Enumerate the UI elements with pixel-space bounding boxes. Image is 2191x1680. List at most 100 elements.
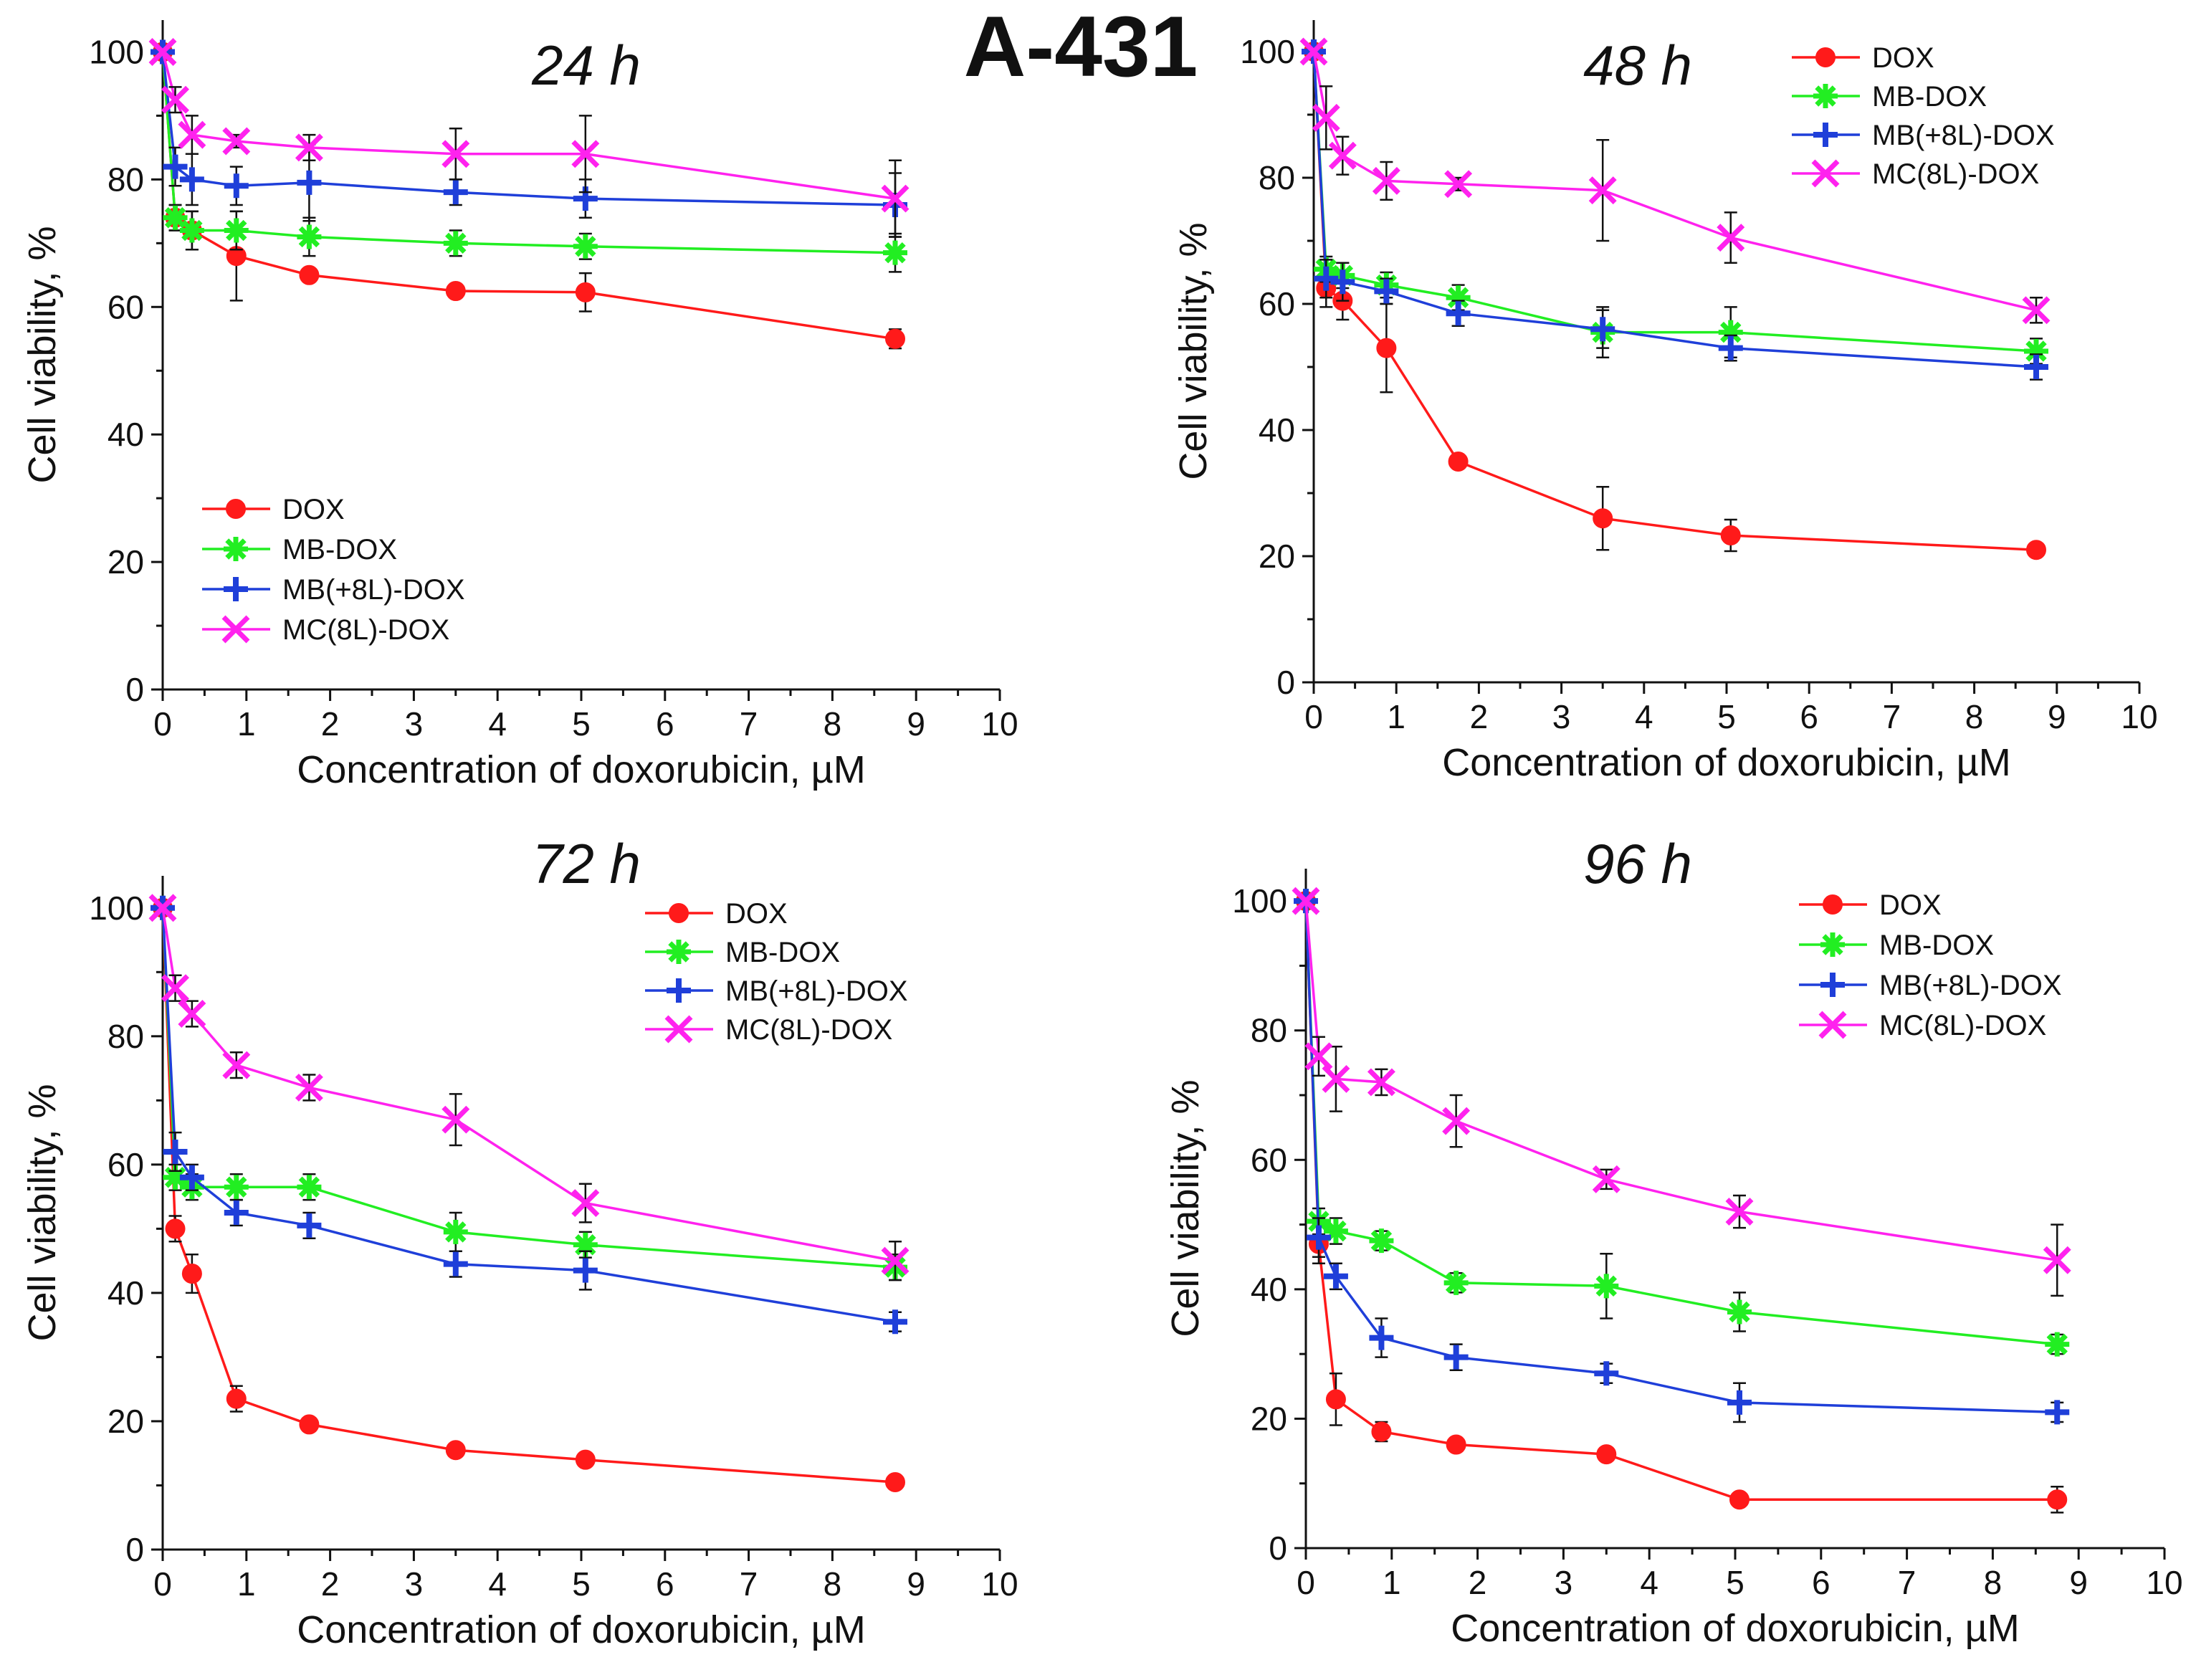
legend-label: MB(+8L)-DOX — [1872, 120, 2055, 151]
legend-marker — [221, 615, 250, 644]
y-tick-label: 60 — [1251, 1141, 1287, 1178]
y-tick-label: 0 — [125, 671, 144, 708]
x-tick-label: 0 — [1297, 1564, 1315, 1601]
x-tick-label: 5 — [1717, 698, 1736, 735]
data-point — [224, 1175, 249, 1200]
x-tick-label: 5 — [572, 705, 591, 743]
data-point — [222, 1051, 251, 1079]
legend-marker — [1815, 47, 1836, 67]
y-axis-title: Cell viability, % — [21, 1084, 64, 1341]
x-tick-label: 1 — [1387, 698, 1405, 735]
series-line — [1304, 901, 2058, 1414]
y-tick-label: 0 — [1276, 664, 1295, 701]
data-point — [1718, 335, 1743, 361]
data-point — [1330, 269, 1355, 295]
data-point — [1443, 1270, 1469, 1295]
x-tick-label: 5 — [572, 1565, 591, 1603]
panel-title: 48 h — [1583, 34, 1692, 97]
x-tick-label: 6 — [656, 705, 674, 743]
data-point — [1369, 1228, 1394, 1254]
data-point — [443, 1219, 468, 1244]
legend-label: MB-DOX — [725, 937, 840, 968]
data-point — [2022, 296, 2051, 325]
data-point — [573, 1258, 598, 1283]
x-tick-label: 3 — [1555, 1564, 1573, 1601]
series-MB(+8L)-DOX — [151, 895, 907, 1335]
data-point — [573, 1232, 598, 1257]
series-MB(+8L)-DOX — [1294, 889, 2070, 1425]
legend-label: DOX — [1872, 42, 1934, 74]
data-point — [2045, 1400, 2070, 1425]
data-point — [1367, 1068, 1395, 1097]
data-point — [148, 894, 177, 922]
x-tick-label: 10 — [2146, 1564, 2182, 1601]
data-point — [224, 1201, 249, 1225]
y-tick-label: 20 — [1251, 1400, 1287, 1437]
legend-marker — [224, 537, 248, 561]
data-point — [1725, 1198, 1754, 1226]
legend-label: DOX — [282, 494, 345, 525]
data-point — [178, 120, 206, 149]
y-tick-label: 60 — [1259, 285, 1295, 323]
x-tick-label: 7 — [740, 1565, 758, 1603]
y-tick-label: 40 — [108, 416, 144, 453]
legend-marker — [669, 903, 689, 923]
data-point — [881, 1246, 910, 1275]
data-point — [443, 180, 468, 205]
data-point — [1446, 301, 1471, 326]
y-tick-label: 20 — [108, 543, 144, 581]
legend-marker — [224, 577, 248, 601]
legend-label: MB-DOX — [1872, 81, 1987, 113]
x-axis-title: Concentration of doxorubicin, µM — [297, 748, 866, 791]
data-point — [1442, 1107, 1471, 1135]
data-point — [1306, 1225, 1331, 1250]
legend-label: MB-DOX — [1879, 930, 1994, 961]
series-line — [1304, 901, 2058, 1502]
x-tick-label: 1 — [1383, 1564, 1401, 1601]
data-point — [1323, 1264, 1348, 1289]
legend-marker — [1813, 84, 1838, 108]
x-tick-label: 0 — [153, 1565, 172, 1603]
data-point — [441, 1105, 470, 1134]
data-point — [222, 127, 251, 156]
data-point — [163, 154, 188, 179]
data-point — [883, 240, 907, 265]
x-tick-label: 6 — [1800, 698, 1818, 735]
legend-label: DOX — [1879, 889, 1942, 921]
x-tick-label: 3 — [405, 705, 424, 743]
legend-label: MB(+8L)-DOX — [282, 574, 465, 606]
x-tick-label: 9 — [907, 1565, 925, 1603]
data-point — [297, 224, 322, 249]
data-point — [163, 1165, 188, 1190]
series-MB(+8L)-DOX — [151, 39, 907, 238]
data-point — [1593, 508, 1613, 529]
data-point — [1371, 1421, 1392, 1442]
data-point — [224, 173, 249, 199]
data-point — [443, 1251, 468, 1276]
legend: DOX MB-DOX MB(+8L)-DOX MC(8L)-DOX — [1799, 889, 2062, 1041]
data-point — [2043, 1246, 2071, 1274]
data-point — [1590, 317, 1615, 342]
data-point — [885, 328, 905, 349]
data-point — [575, 282, 596, 302]
data-point — [1596, 1444, 1617, 1465]
y-tick-label: 0 — [125, 1531, 144, 1568]
x-tick-label: 9 — [2048, 698, 2066, 735]
data-point — [1588, 176, 1617, 205]
y-tick-label: 0 — [1269, 1529, 1287, 1567]
data-point — [163, 205, 188, 230]
y-axis-title: Cell viability, % — [21, 226, 64, 483]
data-point — [165, 1218, 186, 1239]
data-point — [1369, 1325, 1394, 1350]
x-tick-label: 0 — [153, 705, 172, 743]
legend-marker — [1820, 973, 1845, 997]
figure-title: A-431 — [964, 0, 1198, 95]
data-point — [1720, 525, 1741, 545]
panel-title: 96 h — [1583, 832, 1692, 895]
x-axis-title: Concentration of doxorubicin, µM — [1451, 1607, 2020, 1650]
legend-marker — [1823, 894, 1843, 915]
x-tick-label: 4 — [488, 1565, 507, 1603]
data-point — [297, 1175, 322, 1200]
data-point — [1729, 1489, 1750, 1510]
